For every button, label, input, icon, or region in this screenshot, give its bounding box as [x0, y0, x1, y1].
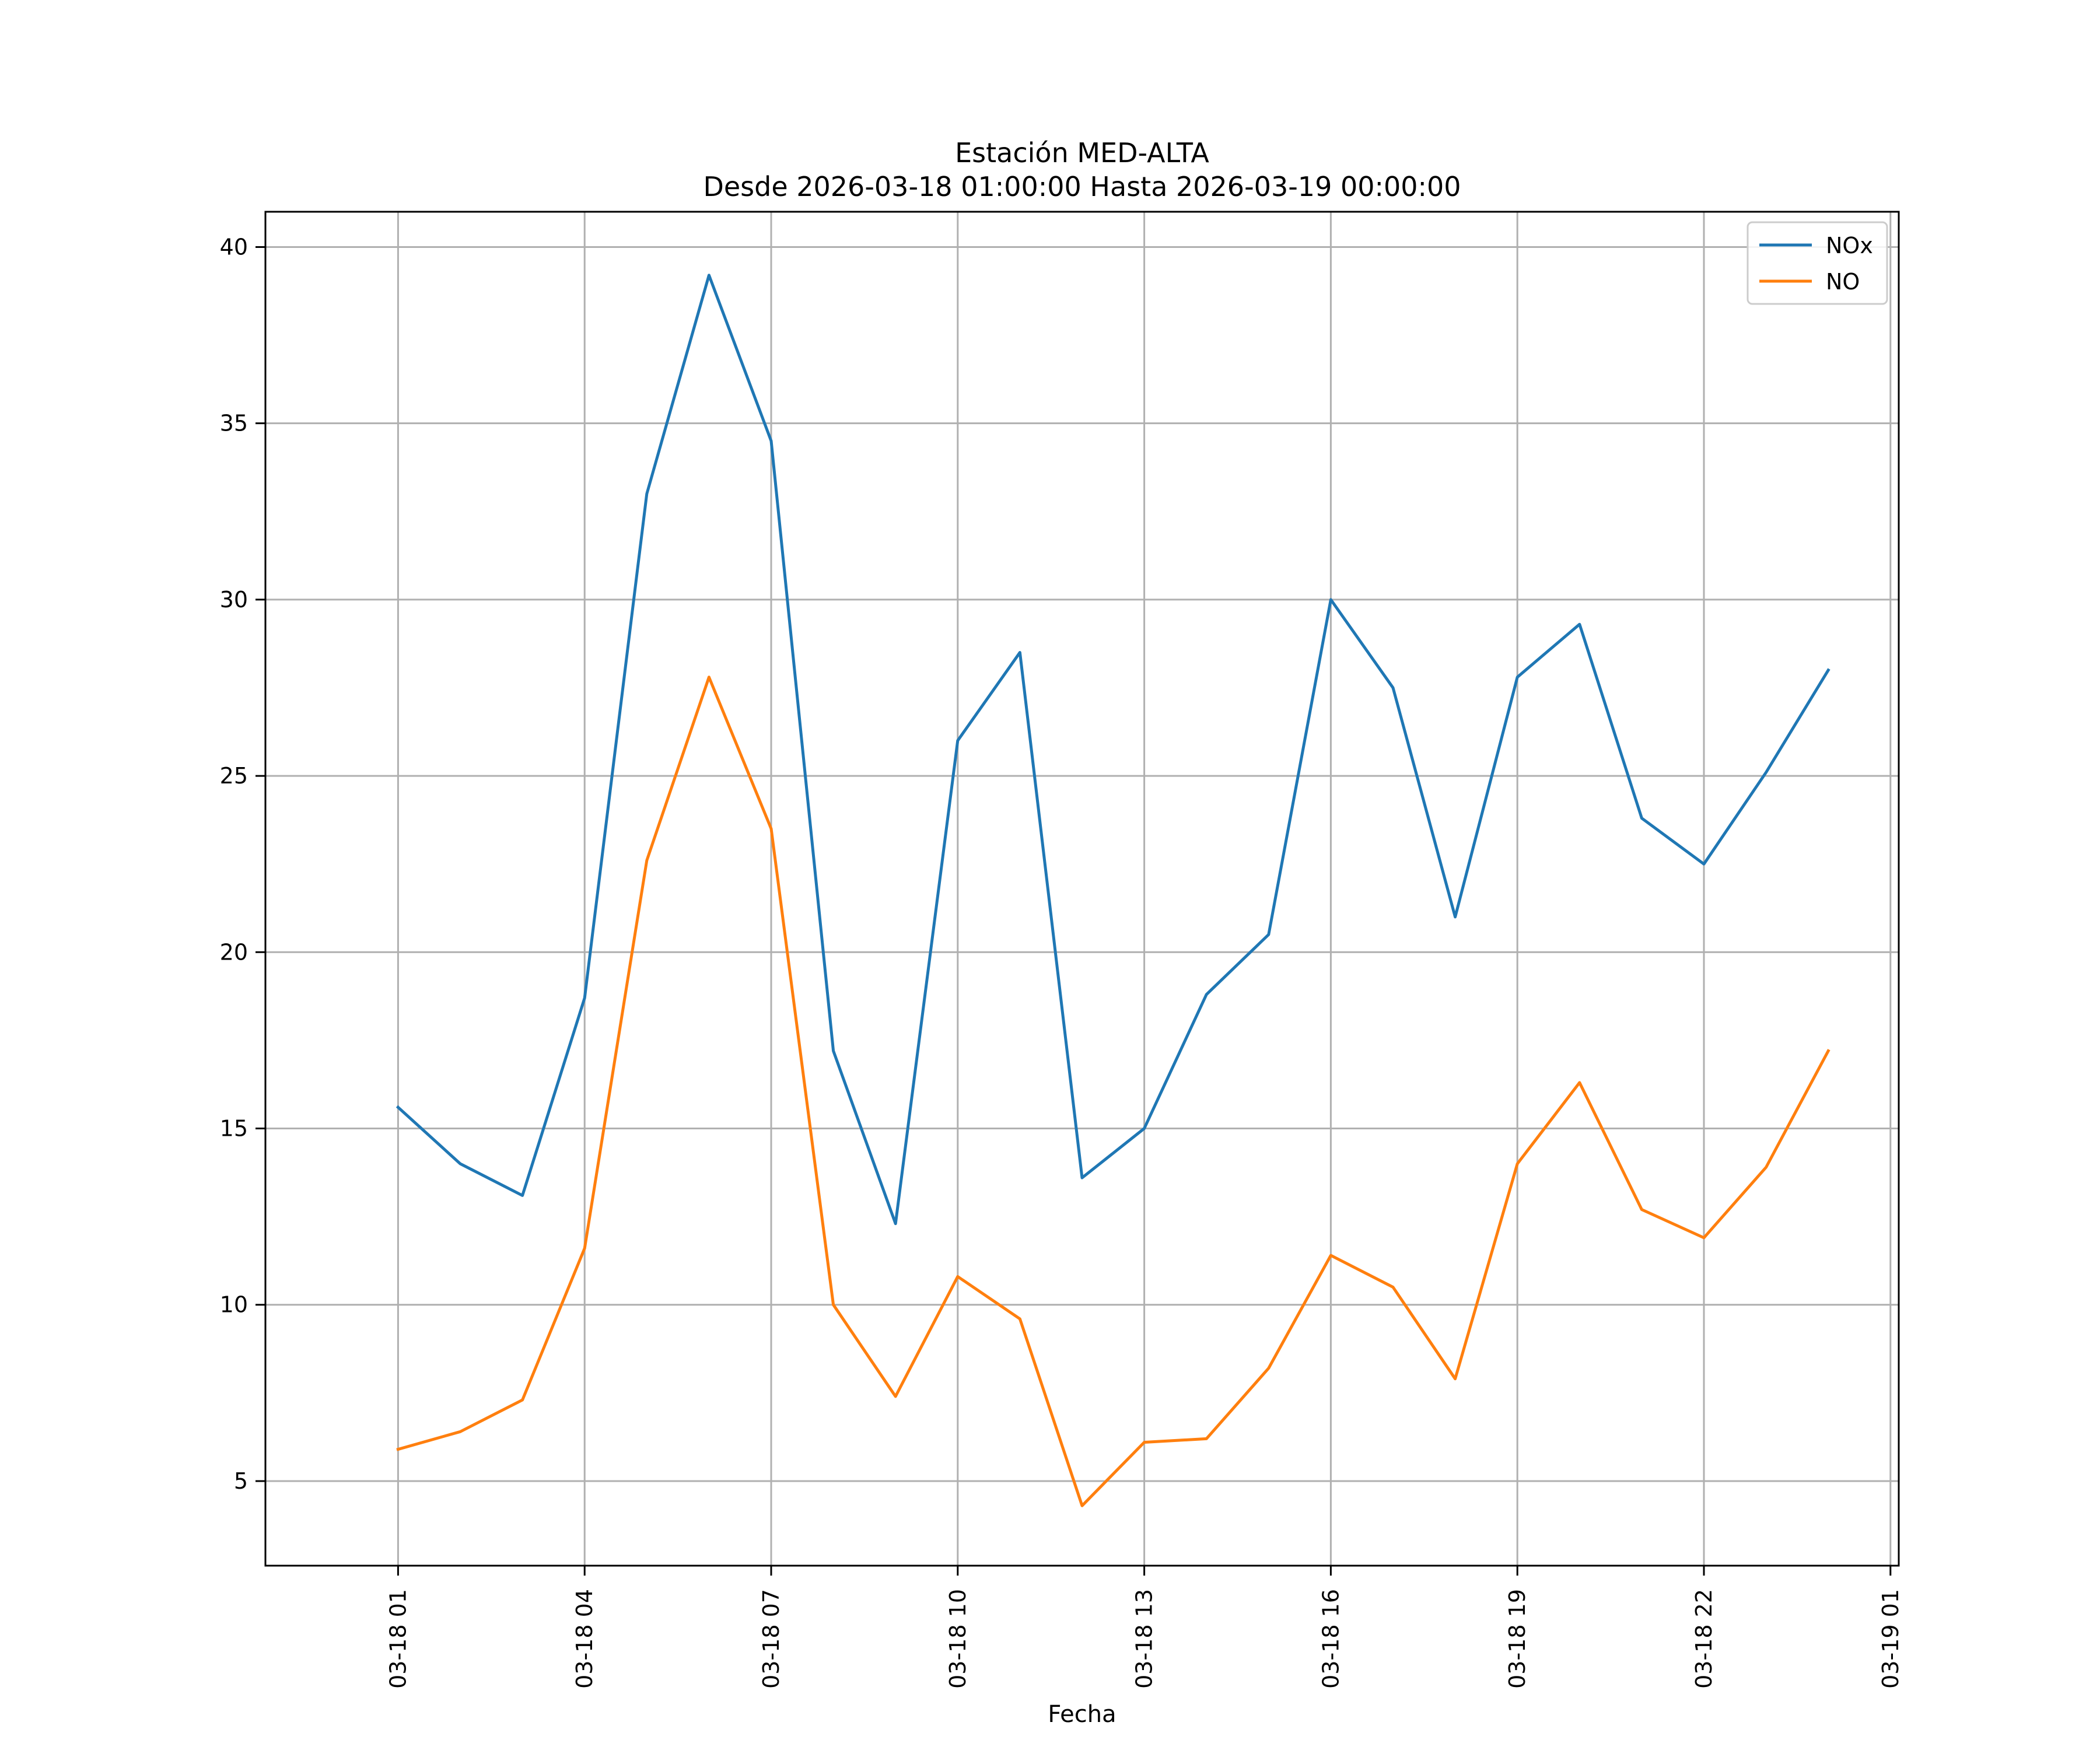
series-line-nox	[396, 274, 1831, 1226]
plot-frame	[264, 211, 1900, 1567]
x-tick-label: 03-18 16	[1318, 1589, 1343, 1689]
x-axis-label: Fecha	[1048, 1701, 1116, 1728]
legend-label-nox: NOx	[1826, 233, 1873, 258]
x-tick-label: 03-18 07	[758, 1589, 784, 1689]
y-tick-label: 35	[220, 411, 248, 436]
legend-box	[1746, 221, 1888, 305]
grid	[265, 212, 1899, 1566]
x-tick-label: 03-18 22	[1691, 1589, 1717, 1689]
series-line-no	[396, 676, 1831, 1507]
y-tick-label: 30	[220, 587, 248, 612]
x-tick-label: 03-19 01	[1878, 1589, 1903, 1689]
y-tick-label: 10	[220, 1292, 248, 1318]
x-tick-label: 03-18 01	[385, 1589, 411, 1689]
chart-title: Estación MED-ALTA	[955, 137, 1209, 169]
axis-ticks: 03-18 01 03-18 04 03-18 07 03-18 10 03-18 13…	[220, 234, 1903, 1688]
chart-subtitle: Desde 2026-03-18 01:00:00 Hasta 2026-03-…	[703, 171, 1461, 202]
legend: NOx NO	[1746, 221, 1888, 305]
x-tick-label: 03-18 19	[1504, 1589, 1530, 1689]
x-tick-label: 03-18 13	[1132, 1589, 1157, 1689]
y-tick-label: 15	[220, 1116, 248, 1142]
x-tick-label: 03-18 04	[572, 1589, 597, 1689]
y-tick-label: 25	[220, 763, 248, 789]
legend-label-no: NO	[1826, 269, 1860, 295]
series-lines	[396, 274, 1831, 1507]
y-tick-label: 20	[220, 939, 248, 965]
y-tick-label: 40	[220, 234, 248, 260]
x-tick-label: 03-18 10	[945, 1589, 971, 1689]
y-tick-label: 5	[234, 1468, 248, 1494]
